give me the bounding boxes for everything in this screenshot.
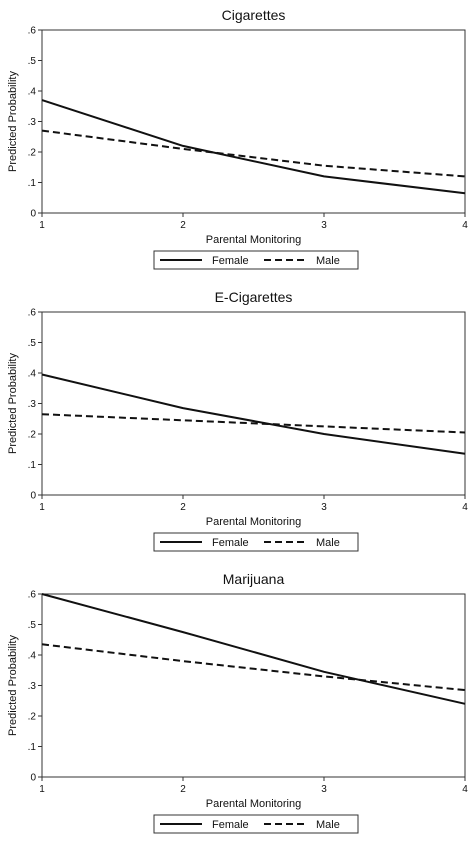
y-tick-label: 0: [30, 491, 36, 502]
legend: Female Male: [153, 814, 359, 834]
x-tick-label: 3: [321, 220, 327, 231]
y-tick-label: .3: [28, 681, 37, 692]
series-line-male: [41, 413, 466, 434]
y-tick-label: .2: [28, 430, 37, 441]
x-tick-label: 3: [321, 502, 327, 513]
x-axis-label: Parental Monitoring: [206, 234, 301, 246]
y-tick-label: .5: [28, 338, 37, 349]
data-point-male: [182, 419, 185, 422]
y-axis-label: Predicted Probability: [7, 71, 19, 172]
series-line-female: [41, 99, 466, 195]
plot-frame: [41, 311, 466, 496]
y-tick-label: .1: [28, 178, 37, 189]
x-tick-label: 4: [462, 220, 468, 231]
y-tick-label: .3: [28, 117, 37, 128]
x-tick-label: 4: [462, 784, 468, 795]
series-line-female: [41, 593, 466, 705]
legend: Female Male: [153, 532, 359, 552]
chart-panel-1: Cigarettes 0 .1 .2 .3 .4 .5 .6 1 2 3 4 Parental Moni…: [7, 7, 468, 270]
y-tick-label: .1: [28, 742, 37, 753]
legend-label-female: Female: [212, 537, 249, 549]
legend-box: [153, 250, 359, 270]
y-tick-label: 0: [30, 773, 36, 784]
x-tick-label: 2: [180, 784, 186, 795]
legend-box: [153, 532, 359, 552]
chart-title: Marijuana: [223, 571, 285, 587]
y-tick-label: 0: [30, 209, 36, 220]
legend-label-male: Male: [316, 819, 340, 831]
y-tick-label: .2: [28, 712, 37, 723]
y-tick-label: .4: [28, 651, 37, 662]
y-axis-label: Predicted Probability: [7, 635, 19, 736]
series-line-male: [41, 643, 466, 692]
x-tick-label: 4: [462, 502, 468, 513]
legend-box: [153, 814, 359, 834]
legend-label-male: Male: [316, 255, 340, 267]
legend: Female Male: [153, 250, 359, 270]
y-tick-label: .4: [28, 87, 37, 98]
y-tick-label: .6: [28, 26, 37, 37]
series-line-female: [41, 373, 466, 455]
x-tick-label: 1: [39, 220, 45, 231]
x-axis-label: Parental Monitoring: [206, 798, 301, 810]
x-tick-label: 2: [180, 220, 186, 231]
y-tick-label: .5: [28, 620, 37, 631]
y-tick-label: .4: [28, 369, 37, 380]
data-point-male: [323, 675, 326, 678]
x-axis-label: Parental Monitoring: [206, 516, 301, 528]
chart-panel-2: E-Cigarettes 0 .1 .2 .3 .4 .5 .6 1 2 3 4 Parental Mo…: [7, 289, 468, 552]
legend-label-female: Female: [212, 819, 249, 831]
legend-label-male: Male: [316, 537, 340, 549]
y-tick-label: .3: [28, 399, 37, 410]
y-tick-label: .5: [28, 56, 37, 67]
x-tick-label: 1: [39, 784, 45, 795]
x-tick-label: 1: [39, 502, 45, 513]
y-tick-label: .6: [28, 308, 37, 319]
series-line-male: [41, 129, 466, 178]
y-tick-label: .1: [28, 460, 37, 471]
x-tick-label: 3: [321, 784, 327, 795]
data-point-male: [323, 164, 326, 167]
legend-label-female: Female: [212, 255, 249, 267]
y-tick-label: .2: [28, 148, 37, 159]
chart-title: E-Cigarettes: [215, 289, 293, 305]
x-tick-label: 2: [180, 502, 186, 513]
chart-title: Cigarettes: [222, 7, 286, 23]
y-tick-label: .6: [28, 590, 37, 601]
plot-frame: [41, 593, 466, 778]
y-axis-label: Predicted Probability: [7, 353, 19, 454]
chart-panel-3: Marijuana 0 .1 .2 .3 .4 .5 .6 1 2 3 4 Parental Monit…: [7, 571, 468, 834]
